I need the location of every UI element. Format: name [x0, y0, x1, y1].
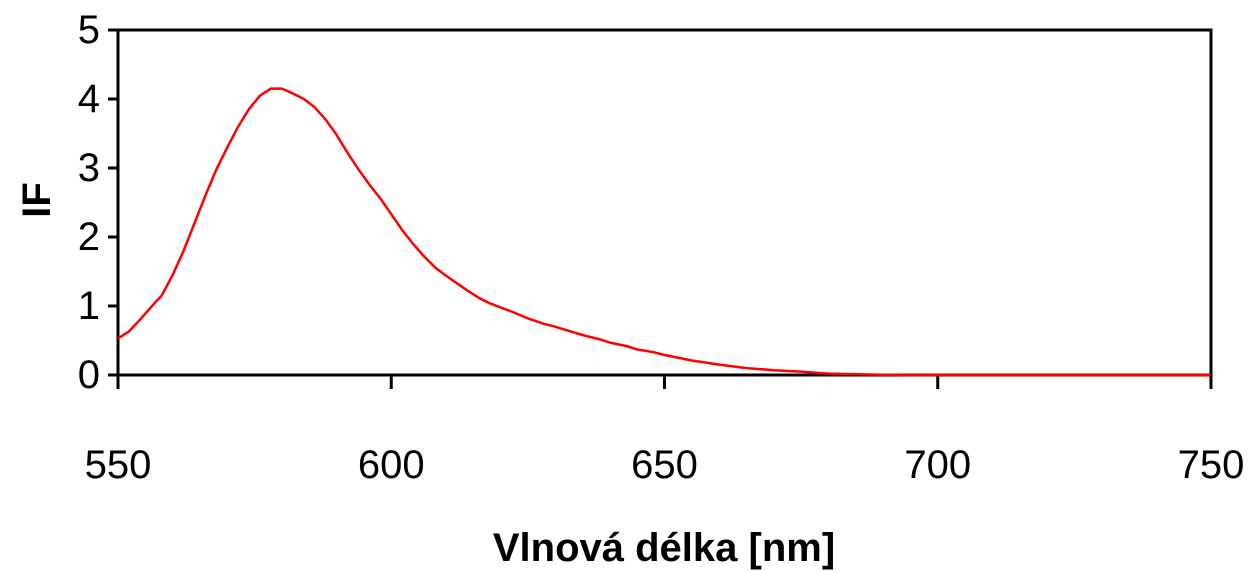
- y-tick-label: 4: [78, 77, 100, 121]
- x-axis-title: Vlnová délka [nm]: [493, 526, 835, 570]
- x-tick-label: 750: [1178, 443, 1245, 487]
- y-tick-label: 3: [78, 146, 100, 190]
- y-tick-label: 2: [78, 215, 100, 259]
- series-layer: [117, 87, 1211, 377]
- y-axis: 0 1 2 3 4 5: [78, 8, 118, 397]
- y-tick-label: 5: [78, 8, 100, 52]
- y-tick-label: 1: [78, 284, 100, 328]
- y-tick-label: 0: [78, 353, 100, 397]
- x-tick-label: 550: [85, 443, 152, 487]
- x-tick-label: 700: [904, 443, 971, 487]
- x-tick-label: 650: [631, 443, 698, 487]
- plot-area: [116, 28, 1213, 377]
- x-axis: 550 600 650 700 750: [85, 375, 1245, 487]
- y-axis-title: IF: [15, 182, 59, 218]
- x-tick-label: 600: [358, 443, 425, 487]
- series-line: [117, 87, 1211, 377]
